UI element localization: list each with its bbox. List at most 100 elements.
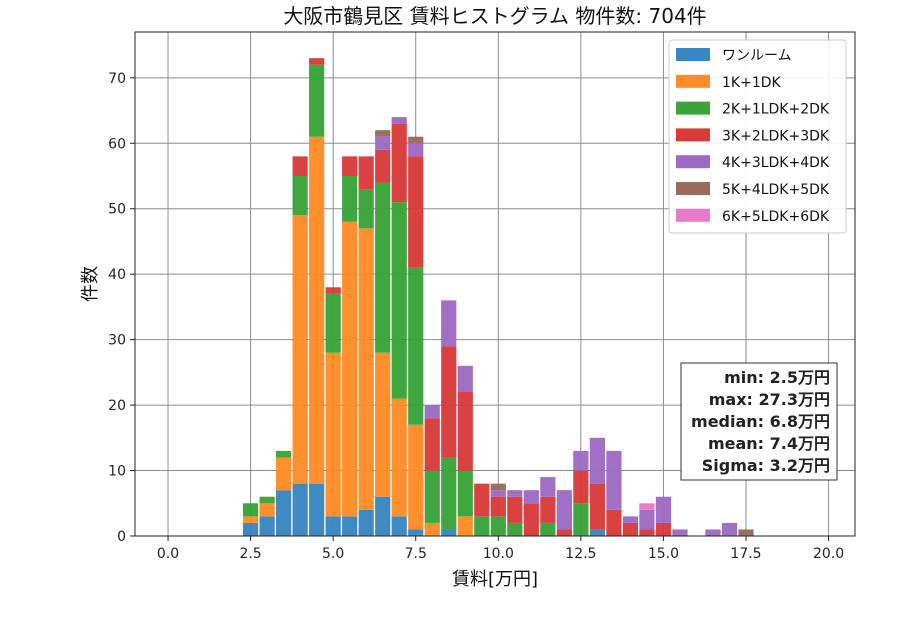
bar-segment bbox=[507, 496, 523, 523]
bar-segment bbox=[391, 398, 407, 517]
legend-label: 5K+4LDK+5DK bbox=[722, 182, 830, 198]
y-axis-ticks: 0 10 20 30 40 50 60 70 bbox=[108, 71, 135, 545]
y-tick-label: 60 bbox=[108, 136, 126, 152]
stats-box: min: 2.5万円 max: 27.3万円 median: 6.8万円 mean: … bbox=[680, 362, 838, 481]
bar-segment bbox=[276, 457, 292, 491]
y-tick-label: 10 bbox=[108, 464, 126, 480]
legend-swatch bbox=[676, 182, 710, 195]
bar-segment bbox=[556, 529, 572, 536]
stats-line: mean: 7.4万円 bbox=[708, 434, 830, 453]
bar-segment bbox=[573, 503, 589, 536]
legend-swatch bbox=[676, 101, 710, 115]
x-axis-ticks: 0.0 2.5 5.0 7.5 10.0 12.5 15.0 17.5 20.0 bbox=[157, 536, 844, 562]
bar-segment bbox=[358, 189, 374, 229]
bar-segment bbox=[391, 202, 407, 399]
bar-segment bbox=[589, 483, 605, 530]
bar-segment bbox=[408, 136, 424, 144]
legend-label: 2K+1LDK+2DK bbox=[722, 102, 830, 118]
bar-segment bbox=[540, 522, 556, 536]
y-tick-label: 40 bbox=[108, 267, 126, 283]
bar-segment bbox=[325, 287, 341, 294]
x-tick-label: 5.0 bbox=[322, 546, 344, 562]
bar-segment bbox=[292, 215, 308, 484]
legend-swatch bbox=[676, 208, 710, 222]
bar-segment bbox=[490, 490, 506, 497]
bar-segment bbox=[424, 405, 440, 419]
bar-segment bbox=[391, 123, 407, 203]
x-tick-label: 15.0 bbox=[648, 546, 679, 562]
bar-segment bbox=[259, 516, 275, 536]
bar-segment bbox=[622, 516, 639, 523]
bar-segment bbox=[523, 490, 539, 504]
bar-segment bbox=[292, 156, 308, 176]
x-axis-title: 賃料[万円] bbox=[452, 569, 538, 590]
bar-segment bbox=[573, 450, 589, 471]
x-tick-label: 0.0 bbox=[157, 546, 179, 562]
y-tick-label: 70 bbox=[108, 71, 126, 87]
legend-label: 3K+2LDK+3DK bbox=[722, 128, 830, 144]
x-tick-label: 12.5 bbox=[565, 546, 596, 562]
bar-segment bbox=[639, 529, 655, 536]
legend-swatch bbox=[676, 74, 710, 88]
bar-segment bbox=[672, 529, 688, 536]
bar-segment bbox=[573, 470, 589, 504]
bar-segment bbox=[342, 516, 358, 536]
bar-segment bbox=[655, 496, 672, 523]
x-tick-label: 2.5 bbox=[239, 546, 261, 562]
bar-segment bbox=[490, 483, 506, 491]
bar-segment bbox=[589, 529, 605, 536]
legend-label: 1K+1DK bbox=[722, 75, 782, 91]
bar-segment bbox=[457, 392, 473, 471]
bar-segment bbox=[441, 346, 457, 458]
y-tick-label: 20 bbox=[108, 398, 126, 414]
bar-segment bbox=[375, 149, 391, 183]
bar-segment bbox=[358, 156, 374, 190]
bar-segment bbox=[408, 143, 424, 157]
bar-segment bbox=[408, 424, 424, 530]
legend-swatch bbox=[676, 48, 710, 61]
bars bbox=[243, 58, 754, 536]
stats-line: median: 6.8万円 bbox=[691, 412, 830, 431]
bar-segment bbox=[705, 529, 721, 536]
bar-segment bbox=[622, 522, 639, 536]
bar-segment bbox=[309, 58, 325, 65]
stats-line: max: 27.3万円 bbox=[709, 390, 830, 409]
bar-segment bbox=[375, 136, 391, 150]
bar-segment bbox=[276, 490, 292, 536]
bar-segment bbox=[523, 503, 539, 536]
bar-segment bbox=[441, 300, 457, 347]
bar-segment bbox=[424, 470, 440, 523]
legend-label: 6K+5LDK+6DK bbox=[722, 209, 830, 225]
x-tick-label: 7.5 bbox=[405, 546, 427, 562]
x-tick-label: 10.0 bbox=[483, 546, 514, 562]
bar-segment bbox=[325, 352, 341, 517]
bar-segment bbox=[325, 516, 341, 536]
bar-segment bbox=[325, 293, 341, 353]
legend-label: 4K+3LDK+4DK bbox=[722, 155, 830, 171]
bar-segment bbox=[490, 516, 506, 536]
bar-segment bbox=[540, 477, 556, 497]
bar-segment bbox=[589, 437, 605, 484]
y-tick-label: 50 bbox=[108, 202, 126, 218]
bar-segment bbox=[408, 156, 424, 268]
stats-box-frame bbox=[680, 362, 838, 481]
bar-segment bbox=[424, 522, 440, 536]
bar-segment bbox=[342, 221, 358, 517]
bar-segment bbox=[358, 228, 374, 510]
bar-segment bbox=[441, 457, 457, 530]
bar-segment bbox=[375, 182, 391, 353]
stats-line: Sigma: 3.2万円 bbox=[702, 456, 830, 475]
bar-segment bbox=[276, 450, 292, 458]
bar-segment bbox=[606, 509, 622, 536]
bar-segment bbox=[243, 522, 259, 536]
bar-segment bbox=[391, 516, 407, 536]
bar-segment bbox=[408, 529, 424, 536]
x-tick-label: 17.5 bbox=[730, 546, 761, 562]
bar-segment bbox=[474, 516, 490, 536]
bar-segment bbox=[490, 496, 506, 517]
bar-segment bbox=[358, 509, 374, 536]
bar-segment bbox=[408, 267, 424, 425]
chart-title: 大阪市鶴見区 賃料ヒストグラム 物件数: 704件 bbox=[283, 4, 706, 28]
bar-segment bbox=[441, 529, 457, 536]
